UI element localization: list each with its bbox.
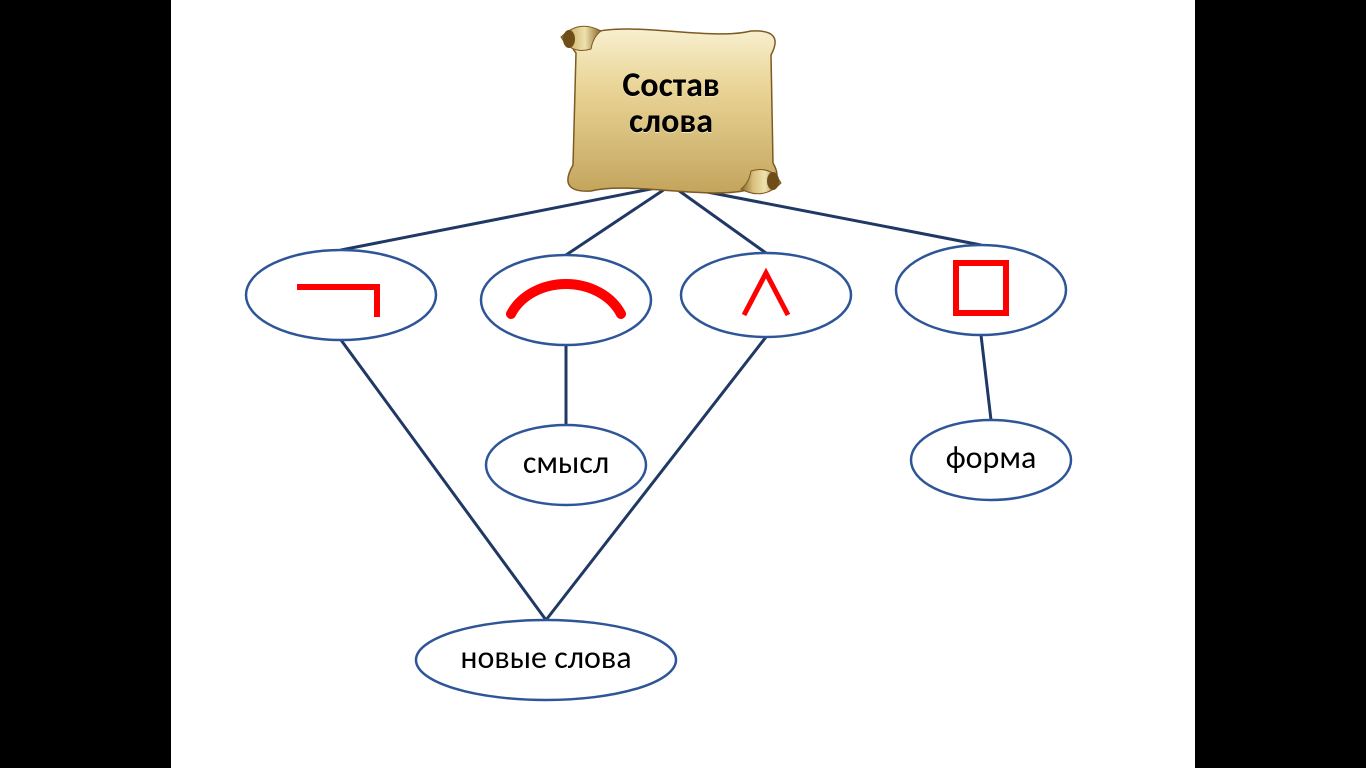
nodes-group — [246, 245, 1071, 700]
slide-area: Состав слова смысл форма новые слова — [171, 0, 1195, 768]
scroll-banner — [561, 26, 781, 194]
edges-group — [341, 185, 991, 620]
diagram-svg — [171, 0, 1195, 768]
